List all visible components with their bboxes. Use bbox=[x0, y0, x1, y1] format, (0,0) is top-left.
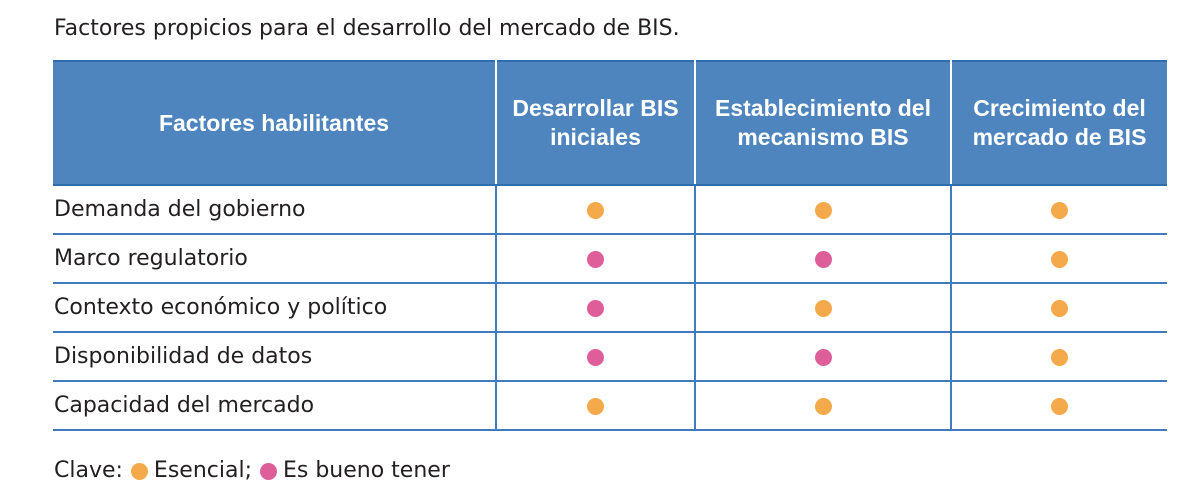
table-row: Marco regulatorio bbox=[53, 234, 1167, 284]
factor-label: Demanda del gobierno bbox=[53, 185, 497, 235]
table-row: Contexto económico y político bbox=[53, 283, 1167, 333]
rating-cell bbox=[496, 234, 696, 284]
header-develop-initial-bis: Desarrollar BIS iniciales bbox=[495, 60, 696, 186]
essential-dot-icon bbox=[814, 398, 832, 415]
legend-nice-to-have-dot-icon bbox=[259, 462, 277, 480]
table-row: Disponibilidad de datos bbox=[53, 332, 1167, 382]
rating-cell bbox=[695, 381, 952, 431]
essential-dot-icon bbox=[1051, 300, 1068, 317]
rating-cell bbox=[951, 332, 1167, 382]
essential-dot-icon bbox=[1051, 202, 1068, 219]
rating-cell bbox=[695, 283, 952, 333]
rating-cell bbox=[951, 381, 1167, 431]
rating-cell bbox=[496, 185, 696, 235]
essential-dot-icon bbox=[1051, 251, 1068, 268]
legend-prefix: Clave: bbox=[54, 458, 123, 483]
legend-nice-to-have-label: Es bueno tener bbox=[282, 458, 450, 483]
header-market-growth: Crecimiento del mercado de BIS bbox=[950, 60, 1167, 186]
rating-cell bbox=[496, 283, 696, 333]
nice-to-have-dot-icon bbox=[814, 251, 832, 268]
factor-label: Marco regulatorio bbox=[53, 234, 497, 284]
essential-dot-icon bbox=[1051, 398, 1068, 415]
legend-essential-label: Esencial; bbox=[153, 458, 252, 483]
table-row: Capacidad del mercado bbox=[53, 381, 1167, 431]
header-row: Factores habilitantes Desarrollar BIS in… bbox=[53, 60, 1167, 186]
rating-cell bbox=[496, 332, 696, 382]
table-row: Demanda del gobierno bbox=[53, 185, 1167, 235]
nice-to-have-dot-icon bbox=[587, 300, 604, 317]
nice-to-have-dot-icon bbox=[587, 251, 604, 268]
header-factors: Factores habilitantes bbox=[53, 60, 497, 186]
factor-label: Capacidad del mercado bbox=[53, 381, 497, 431]
rating-cell bbox=[951, 234, 1167, 284]
legend: Clave: Esencial; Es bueno tener bbox=[54, 456, 450, 486]
essential-dot-icon bbox=[814, 202, 832, 219]
legend-essential-dot-icon bbox=[130, 462, 148, 480]
rating-cell bbox=[951, 185, 1167, 235]
header-establish-mechanism: Establecimiento del mecanismo BIS bbox=[694, 60, 952, 186]
essential-dot-icon bbox=[1051, 349, 1068, 366]
essential-dot-icon bbox=[814, 300, 832, 317]
rating-cell bbox=[496, 381, 696, 431]
rating-cell bbox=[951, 283, 1167, 333]
rating-cell bbox=[695, 332, 952, 382]
factor-label: Disponibilidad de datos bbox=[53, 332, 497, 382]
essential-dot-icon bbox=[587, 398, 604, 415]
table-caption: Factores propicios para el desarrollo de… bbox=[54, 16, 680, 41]
factor-label: Contexto económico y político bbox=[53, 283, 497, 333]
nice-to-have-dot-icon bbox=[587, 349, 604, 366]
rating-cell bbox=[695, 185, 952, 235]
enabling-factors-table: Factores habilitantes Desarrollar BIS in… bbox=[53, 60, 1167, 431]
essential-dot-icon bbox=[587, 202, 604, 219]
rating-cell bbox=[695, 234, 952, 284]
nice-to-have-dot-icon bbox=[814, 349, 832, 366]
